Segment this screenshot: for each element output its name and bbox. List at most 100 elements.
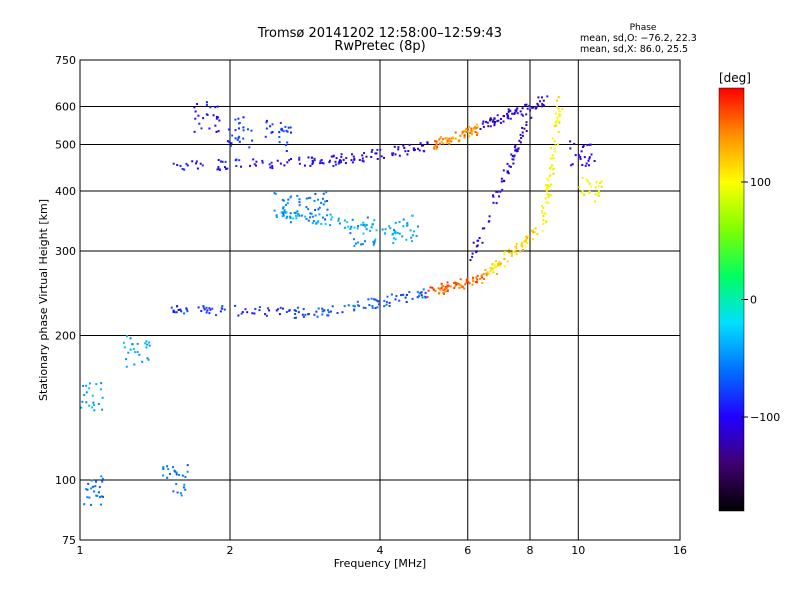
echo-point — [95, 480, 97, 483]
echo-point — [553, 140, 556, 143]
echo-point — [176, 491, 179, 494]
echo-point — [321, 216, 324, 219]
echo-point — [578, 186, 581, 189]
echo-point — [569, 147, 572, 150]
echo-point — [545, 188, 548, 191]
echo-point — [282, 213, 285, 216]
echo-point — [570, 164, 573, 167]
echo-point — [278, 141, 281, 144]
echo-point — [325, 191, 328, 194]
echo-point — [242, 137, 245, 140]
echo-point — [338, 222, 341, 225]
echo-point — [488, 220, 491, 223]
echo-point — [508, 248, 510, 251]
echo-point — [270, 161, 273, 164]
echo-point — [481, 276, 484, 279]
echo-point — [383, 299, 386, 302]
echo-point — [275, 214, 278, 217]
echo-point — [493, 122, 496, 125]
echo-point — [362, 232, 365, 235]
echo-point — [402, 218, 405, 221]
echo-point — [162, 466, 165, 469]
echo-point — [502, 169, 505, 172]
echo-point — [241, 311, 244, 314]
echo-point — [87, 482, 90, 485]
echo-point — [406, 153, 409, 156]
echo-point — [298, 162, 301, 165]
echo-point — [228, 140, 231, 143]
echo-point — [236, 138, 239, 141]
echo-point — [94, 485, 97, 488]
echo-point — [472, 276, 475, 279]
echo-point — [486, 271, 489, 274]
echo-point — [465, 278, 468, 281]
echo-point — [590, 153, 593, 156]
echo-point — [440, 282, 443, 285]
echo-point — [217, 167, 220, 170]
echo-point — [471, 252, 474, 255]
echo-point — [525, 130, 528, 132]
echo-point — [587, 180, 589, 183]
phase-stats-title: Phase — [629, 23, 657, 33]
echo-point — [483, 227, 486, 230]
echo-point — [471, 255, 474, 258]
echo-point — [196, 103, 199, 105]
echo-point — [557, 96, 560, 99]
echo-point — [444, 286, 447, 288]
echo-point — [480, 274, 483, 277]
echo-point — [464, 283, 467, 286]
echo-point — [549, 194, 552, 197]
echo-point — [506, 260, 509, 263]
echo-point — [273, 192, 276, 195]
echo-point — [531, 106, 534, 109]
echo-point — [193, 130, 196, 133]
echo-point — [481, 122, 484, 125]
echo-point — [532, 231, 535, 234]
echo-point — [468, 135, 471, 138]
echo-point — [97, 403, 100, 405]
echo-point — [541, 211, 543, 214]
echo-point — [544, 197, 547, 200]
echo-point — [551, 168, 554, 171]
echo-point — [513, 113, 516, 115]
echo-point — [363, 152, 365, 154]
echo-point — [499, 263, 502, 265]
echo-point — [418, 295, 420, 298]
colorbar-ticks: 100 0 −100 — [741, 176, 780, 424]
echo-point — [482, 125, 485, 128]
echo-point — [524, 103, 527, 106]
echo-point — [290, 131, 292, 134]
echo-point — [519, 133, 522, 136]
x-tick-label: 4 — [377, 544, 384, 557]
echo-point — [307, 197, 310, 200]
echo-point — [498, 195, 500, 198]
echo-point — [514, 149, 517, 152]
echo-point — [88, 404, 91, 407]
echo-point — [93, 409, 96, 412]
echo-point — [558, 115, 561, 118]
echo-point — [597, 184, 600, 187]
echo-point — [313, 157, 316, 160]
echo-point — [374, 298, 377, 301]
echo-point — [434, 290, 437, 292]
echo-point — [378, 303, 380, 306]
echo-point — [83, 394, 86, 396]
echo-point — [353, 305, 356, 308]
echo-point — [324, 218, 327, 221]
echo-point — [546, 186, 549, 189]
echo-point — [546, 95, 549, 98]
echo-point — [371, 307, 374, 309]
echo-point — [455, 282, 458, 284]
echo-point — [495, 260, 497, 263]
echo-point — [372, 243, 375, 246]
echo-point — [442, 138, 444, 141]
echo-point — [376, 148, 379, 151]
echo-point — [526, 241, 528, 244]
echo-point — [287, 198, 290, 201]
echo-point — [144, 342, 147, 345]
echo-point — [309, 164, 312, 167]
echo-point — [469, 132, 471, 134]
echo-point — [125, 358, 128, 361]
echo-point — [268, 163, 271, 166]
echo-point — [295, 215, 298, 217]
